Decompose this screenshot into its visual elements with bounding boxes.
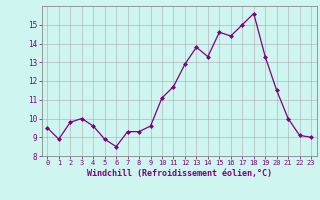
X-axis label: Windchill (Refroidissement éolien,°C): Windchill (Refroidissement éolien,°C) (87, 169, 272, 178)
